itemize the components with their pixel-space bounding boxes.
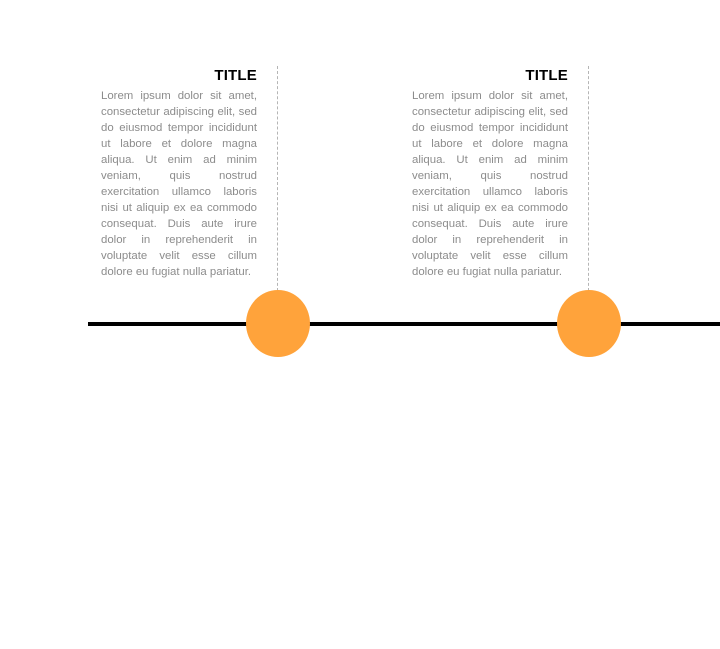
milestone-1: TITLE Lorem ipsum dolor sit amet, consec… — [101, 0, 341, 360]
milestone-connector — [277, 66, 278, 296]
milestone-text-block: TITLE Lorem ipsum dolor sit amet, consec… — [412, 66, 568, 280]
milestone-marker — [557, 290, 621, 357]
milestone-description: Lorem ipsum dolor sit amet, consectetur … — [101, 90, 257, 278]
milestone-text-block: TITLE Lorem ipsum dolor sit amet, consec… — [101, 66, 257, 280]
milestone-connector — [588, 66, 589, 296]
milestone-title: TITLE — [214, 67, 257, 84]
timeline-line — [88, 322, 720, 326]
milestone-2: TITLE Lorem ipsum dolor sit amet, consec… — [412, 0, 652, 360]
milestone-title: TITLE — [525, 67, 568, 84]
milestone-marker — [246, 290, 310, 357]
milestone-description: Lorem ipsum dolor sit amet, consectetur … — [412, 90, 568, 278]
